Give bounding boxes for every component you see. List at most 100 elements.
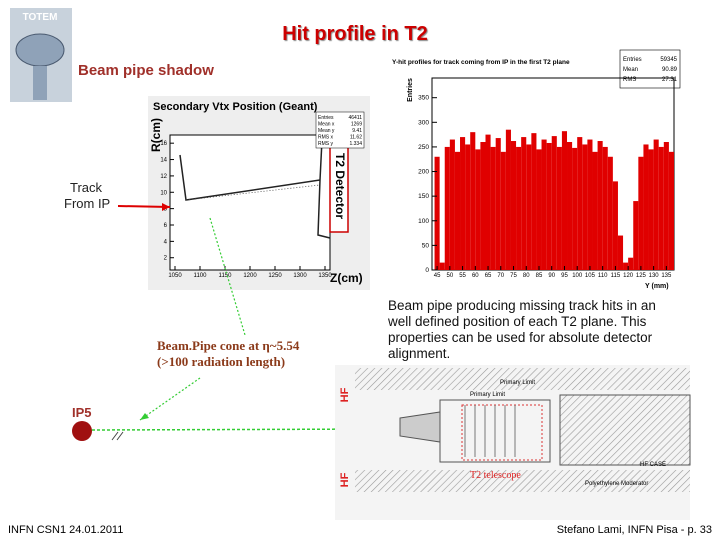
y-tick-label: 16 xyxy=(160,141,167,147)
plot-title: Secondary Vtx Position (Geant) xyxy=(153,101,318,113)
bar xyxy=(597,141,603,270)
x-tick-label: 70 xyxy=(497,273,504,279)
arrow-head xyxy=(162,203,170,211)
drawing-label: HF CASE xyxy=(640,462,666,468)
x-tick-label: 80 xyxy=(523,273,530,279)
drawing-label: Primary Limit xyxy=(500,380,535,386)
bar xyxy=(470,132,476,270)
bar xyxy=(643,144,649,270)
detector-label: T2 Detector xyxy=(333,153,347,219)
footer-left: INFN CSN1 24.01.2011 xyxy=(8,524,123,536)
x-tick-label: 130 xyxy=(649,273,660,279)
bar xyxy=(460,137,466,270)
y-tick-label: 200 xyxy=(418,169,429,176)
x-tick-label: 120 xyxy=(623,273,634,279)
y-tick-label: 150 xyxy=(418,193,429,200)
bar xyxy=(668,151,674,270)
track-label: Track xyxy=(70,180,103,195)
bar xyxy=(465,144,471,270)
bar xyxy=(633,201,639,270)
stats-value: 1269 xyxy=(351,122,362,128)
track-label: From IP xyxy=(64,196,110,211)
footer-right: Stefano Lami, INFN Pisa - p. 33 xyxy=(557,524,712,536)
y-tick-label: 300 xyxy=(418,119,429,126)
x-tick-label: 125 xyxy=(636,273,647,279)
bar xyxy=(658,146,664,270)
x-tick-label: 135 xyxy=(661,273,672,279)
x-tick-label: 1300 xyxy=(293,273,307,279)
shielding xyxy=(355,368,690,390)
x-tick-label: 75 xyxy=(510,273,517,279)
logo: TOTEM xyxy=(10,8,72,102)
x-tick-label: 85 xyxy=(536,273,543,279)
vertex-plot: Secondary Vtx Position (Geant) R(cm) Z(c… xyxy=(148,96,370,290)
x-tick-label: 90 xyxy=(548,273,555,279)
y-tick-label: 6 xyxy=(164,223,168,229)
stats-box xyxy=(619,49,681,89)
x-tick-label: 105 xyxy=(585,273,596,279)
bar xyxy=(567,142,573,270)
description-line: Beam pipe producing missing track hits i… xyxy=(388,298,656,313)
x-tick-label: 65 xyxy=(485,273,492,279)
bar xyxy=(577,137,583,270)
x-tick-label: 50 xyxy=(446,273,453,279)
x-tick-label: 1250 xyxy=(268,273,282,279)
bar xyxy=(480,142,486,270)
stats-label: RMS x xyxy=(318,135,334,141)
vertex-trace xyxy=(179,139,331,239)
cone-note: (>100 radiation length) xyxy=(157,354,285,369)
stats-value: 1.334 xyxy=(349,141,362,147)
bar xyxy=(592,151,598,270)
y-tick-label: 14 xyxy=(160,158,167,164)
bar xyxy=(648,149,654,270)
shielding xyxy=(355,470,690,492)
x-axis-label: Z(cm) xyxy=(330,271,363,285)
bar xyxy=(485,134,491,270)
y-tick-label: 50 xyxy=(422,242,430,249)
y-axis-label: Entries xyxy=(407,78,414,102)
bar xyxy=(495,138,501,270)
y-tick-label: 4 xyxy=(164,239,168,245)
drawing-label: Primary Limit xyxy=(470,392,505,398)
bar xyxy=(653,139,659,270)
stats-label: Entries xyxy=(623,57,642,63)
bar xyxy=(490,146,496,270)
slide-title: Hit profile in T2 xyxy=(282,23,428,45)
histogram-plot: Y-hit profiles for track coming from IP … xyxy=(392,48,684,292)
detector-drawing: HF HF T2 telescope Primary Limit Primary… xyxy=(335,365,691,520)
x-tick-label: 55 xyxy=(459,273,466,279)
x-tick-label: 1050 xyxy=(168,273,182,279)
stats-label: Mean y xyxy=(318,128,335,134)
t2-highlight xyxy=(461,404,543,461)
bar xyxy=(526,144,532,270)
x-tick-label: 1350 xyxy=(318,273,332,279)
description-line: well defined position of each T2 plane. … xyxy=(387,314,647,329)
bar xyxy=(602,146,608,270)
hf-block xyxy=(559,394,691,466)
bar xyxy=(623,262,629,270)
bar xyxy=(516,146,522,270)
x-tick-label: 60 xyxy=(472,273,479,279)
y-tick-label: 0 xyxy=(425,267,429,274)
bar xyxy=(439,262,445,270)
track-arrow xyxy=(117,205,171,208)
subtitle: Beam pipe shadow xyxy=(78,62,214,79)
bar xyxy=(541,139,547,270)
bar xyxy=(561,131,568,270)
x-tick-label: 100 xyxy=(572,273,583,279)
t2-planes xyxy=(464,405,516,457)
stats-label: Mean x xyxy=(318,122,335,128)
bar xyxy=(546,142,552,270)
y-tick-label: 12 xyxy=(160,174,167,180)
y-tick-label: 2 xyxy=(164,256,168,262)
beam-pipe xyxy=(399,411,441,443)
x-tick-label: 110 xyxy=(598,273,608,279)
logo-text: TOTEM xyxy=(23,12,58,23)
x-axis-label: Y (mm) xyxy=(645,283,669,290)
bar xyxy=(607,156,613,270)
y-tick-label: 8 xyxy=(164,207,168,213)
t2-label: T2 telescope xyxy=(470,470,521,481)
stats-value: 46411 xyxy=(348,115,362,121)
y-tick-label: 100 xyxy=(418,218,429,225)
cone-note: Beam.Pipe cone at η~5.54 xyxy=(157,338,300,353)
